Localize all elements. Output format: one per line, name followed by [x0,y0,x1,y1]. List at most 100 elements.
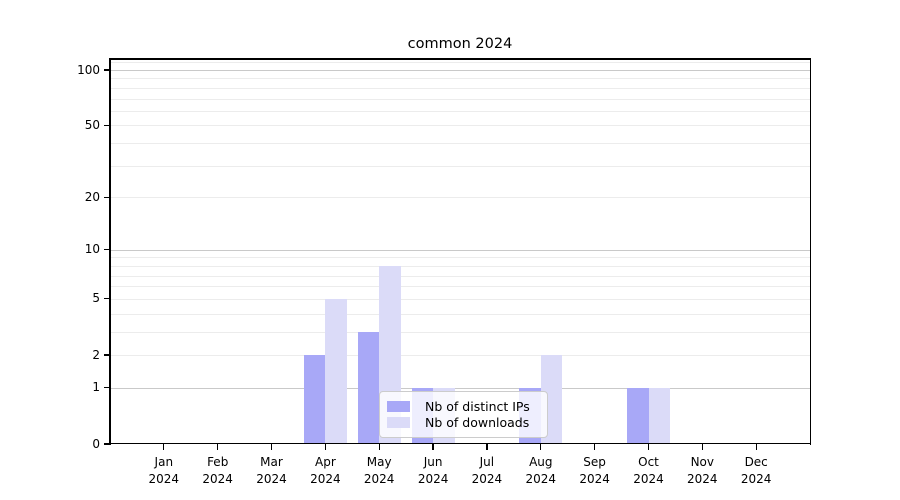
x-tick [647,444,650,450]
x-tick-month: Apr [315,455,336,469]
x-tick [593,444,596,450]
gridline-minor [110,355,810,356]
x-tick-month: Sep [583,455,606,469]
x-tick-year: 2024 [417,471,449,486]
y-tick [104,124,110,127]
x-tick-month: May [366,455,392,469]
y-tick [104,69,110,71]
gridline-major [110,249,810,251]
bar-distinct-ips-oct [627,387,649,444]
legend-label-downloads: Nb of downloads [425,415,530,430]
x-tick-year: 2024 [687,471,718,486]
x-tick-month: Jul [479,455,495,469]
x-tick-year: 2024 [579,471,610,486]
legend-item-downloads: Nb of downloads [387,415,539,430]
y-tick-label: 0 [92,436,100,451]
gridline-minor [110,197,810,199]
x-tick-label: Nov 2024 [669,454,735,487]
y-tick-label: 5 [92,291,100,306]
x-tick-label: May 2024 [346,454,412,487]
gridline-minor [110,143,810,145]
x-tick [163,444,165,450]
y-tick [104,298,110,300]
gridline-minor [110,298,810,300]
x-tick-month: Oct [638,455,659,469]
x-tick-label: Dec 2024 [723,454,789,487]
x-tick-year: 2024 [256,471,287,486]
y-tick-label: 1 [92,380,100,395]
gridline-minor [110,286,810,288]
gridline-minor [110,331,810,333]
legend-item-distinct-ips: Nb of distinct IPs [387,399,539,414]
spine-top [110,58,810,60]
x-tick [217,444,219,450]
gridline-major [110,387,810,389]
legend-swatch-downloads [387,417,410,428]
x-tick-year: 2024 [363,471,395,486]
y-tick-label: 20 [84,189,100,204]
y-tick [104,249,110,251]
gridline-minor [110,125,810,127]
x-tick [432,444,434,450]
gridline-minor [110,98,810,100]
gridline-minor [110,257,810,259]
spine-right [809,58,811,445]
bar-distinct-ips-apr [303,355,326,444]
x-tick-year: 2024 [148,471,180,486]
y-tick-label: 2 [92,347,100,362]
x-tick-label: Oct 2024 [616,454,682,487]
bar-downloads-apr [325,298,347,444]
bar-distinct-ips-may [357,331,380,444]
x-tick-label: Mar 2024 [239,454,305,487]
x-tick [701,444,703,450]
x-tick-year: 2024 [525,471,557,486]
gridline-minor [110,165,810,167]
gridline-minor [110,275,810,277]
x-tick-month: Feb [207,455,229,469]
x-tick-label: Aug 2024 [508,454,574,487]
x-tick-label: Jan 2024 [131,454,197,487]
gridline-minor [110,265,810,267]
spine-left [109,58,111,445]
gridline-major [110,70,810,71]
y-tick-label: 100 [77,62,100,77]
legend-label-distinct-ips: Nb of distinct IPs [425,399,530,414]
x-tick-year: 2024 [202,471,233,486]
y-tick-label: 50 [84,117,100,132]
x-tick-year: 2024 [740,471,772,486]
spine-bottom [110,442,810,444]
gridline-minor [110,78,810,80]
x-tick [540,444,542,450]
x-tick-month: Dec [744,455,768,469]
x-tick-month: Aug [529,455,553,469]
x-tick-year: 2024 [633,471,664,486]
legend: Nb of distinct IPs Nb of downloads [379,391,548,438]
gridline-minor [110,313,810,315]
y-tick [104,354,110,356]
gridline-minor [110,62,810,64]
x-tick-month: Nov [690,455,714,469]
x-tick [378,444,380,450]
legend-swatch-distinct-ips [387,401,410,412]
x-tick-month: Jun [423,455,443,469]
x-tick [486,444,488,450]
y-tick [104,443,110,445]
gridline-minor [110,110,810,112]
y-tick-label: 10 [84,242,100,257]
x-tick-label: Jul 2024 [454,454,520,487]
bar-downloads-oct [648,387,670,444]
x-tick-month: Mar [260,455,283,469]
gridline-minor [110,87,810,89]
x-tick [324,444,327,450]
x-tick-year: 2024 [471,471,503,486]
x-tick-label: Apr 2024 [292,454,358,487]
chart-title: common 2024 [407,36,513,52]
x-tick [755,444,757,450]
x-tick-label: Jun 2024 [400,454,466,487]
plot-area: Nb of distinct IPs Nb of downloads 0 1 2 5 1… [77,58,811,486]
x-tick-year: 2024 [310,471,341,486]
x-tick [270,444,273,450]
x-tick-month: Jan [154,455,174,469]
y-tick [104,387,110,389]
